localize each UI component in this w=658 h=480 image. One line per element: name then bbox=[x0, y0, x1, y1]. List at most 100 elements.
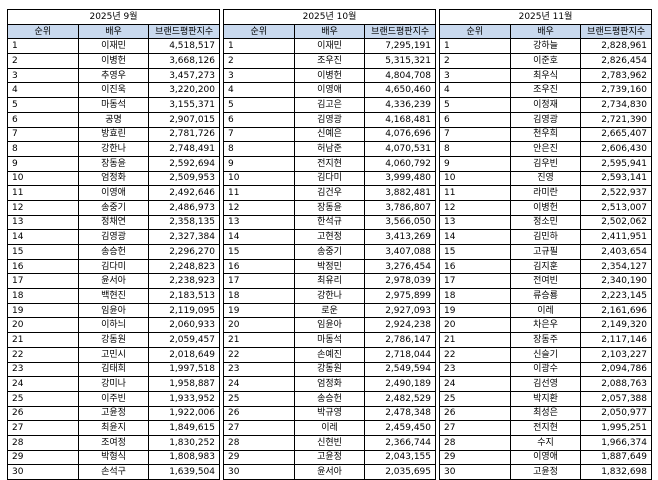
rank-cell: 10 bbox=[439, 170, 511, 187]
rank-cell: 22 bbox=[7, 346, 79, 363]
actor-name-cell: 조여정 bbox=[77, 434, 150, 451]
table-row: 13 정소민 2,502,062 bbox=[439, 214, 652, 231]
table-row: 10 엄정화 2,509,953 bbox=[7, 170, 220, 187]
actor-name-cell: 신현빈 bbox=[293, 434, 366, 451]
brand-index-cell: 1,997,518 bbox=[148, 361, 220, 378]
rank-cell: 13 bbox=[439, 214, 511, 231]
ranking-table-october: 2025년 10월 순위 배우 브랜드평판지수 1 이재민 7,295,191 2 조우진 5,3… bbox=[223, 9, 436, 480]
table-row: 19 로운 2,927,093 bbox=[223, 302, 436, 319]
brand-index-cell: 2,459,450 bbox=[364, 420, 436, 436]
actor-name-cell: 이정재 bbox=[509, 97, 582, 113]
table-row: 7 천우희 2,665,407 bbox=[439, 126, 652, 143]
actor-name-cell: 최유리 bbox=[293, 273, 366, 290]
actor-name-cell: 김태희 bbox=[77, 361, 150, 378]
actor-name-cell: 조우진 bbox=[509, 82, 582, 99]
rank-cell: 6 bbox=[7, 111, 79, 128]
rank-header: 순위 bbox=[7, 23, 79, 40]
actor-name-cell: 김민하 bbox=[509, 229, 582, 245]
rank-cell: 1 bbox=[223, 38, 295, 55]
rank-cell: 12 bbox=[223, 199, 295, 216]
rank-cell: 14 bbox=[7, 229, 79, 245]
table-row: 3 추영우 3,457,273 bbox=[7, 67, 220, 84]
rank-cell: 15 bbox=[439, 244, 511, 260]
brand-index-cell: 4,336,239 bbox=[364, 97, 436, 113]
actor-name-cell: 박정민 bbox=[293, 258, 366, 275]
actor-name-cell: 이병헌 bbox=[509, 199, 582, 216]
table-row: 28 수지 1,966,374 bbox=[439, 434, 652, 451]
rank-cell: 4 bbox=[7, 82, 79, 99]
rank-cell: 28 bbox=[223, 434, 295, 451]
table-row: 30 손석구 1,639,504 bbox=[7, 464, 220, 480]
brand-index-cell: 4,518,517 bbox=[148, 38, 220, 55]
rank-cell: 21 bbox=[223, 332, 295, 348]
table-row: 19 이레 2,161,696 bbox=[439, 302, 652, 319]
ranking-table-november: 2025년 11월 순위 배우 브랜드평판지수 1 강하늘 2,828,961 2 이준호 2,8… bbox=[439, 9, 652, 480]
actor-name-cell: 고윤정 bbox=[77, 405, 150, 422]
table-row: 1 이재민 4,518,517 bbox=[7, 38, 220, 55]
table-row: 17 전여빈 2,340,190 bbox=[439, 273, 652, 290]
brand-index-cell: 1,849,615 bbox=[148, 420, 220, 436]
table-row: 23 강동원 2,549,594 bbox=[223, 361, 436, 378]
brand-index-cell: 1,887,649 bbox=[580, 449, 652, 466]
table-row: 14 김영광 2,327,384 bbox=[7, 229, 220, 245]
brand-index-cell: 2,721,390 bbox=[580, 111, 652, 128]
brand-index-cell: 2,592,694 bbox=[148, 155, 220, 172]
actor-name-cell: 윤서아 bbox=[77, 273, 150, 290]
actor-name-cell: 수지 bbox=[509, 434, 582, 451]
actor-name-cell: 강동원 bbox=[293, 361, 366, 378]
actor-name-cell: 백현진 bbox=[77, 288, 150, 304]
rank-cell: 12 bbox=[439, 199, 511, 216]
table-row: 26 박규영 2,478,348 bbox=[223, 405, 436, 422]
table-row: 10 김다미 3,999,480 bbox=[223, 170, 436, 187]
brand-index-cell: 2,739,160 bbox=[580, 82, 652, 99]
rank-cell: 23 bbox=[7, 361, 79, 378]
rank-cell: 10 bbox=[7, 170, 79, 187]
rank-cell: 25 bbox=[7, 390, 79, 407]
brand-index-cell: 2,781,726 bbox=[148, 126, 220, 143]
rank-cell: 21 bbox=[439, 332, 511, 348]
actor-name-cell: 손석구 bbox=[77, 464, 150, 480]
rank-cell: 13 bbox=[7, 214, 79, 231]
table-row: 6 김영광 4,168,481 bbox=[223, 111, 436, 128]
brand-index-cell: 2,366,744 bbox=[364, 434, 436, 451]
table-row: 21 마동석 2,786,147 bbox=[223, 332, 436, 348]
rank-cell: 8 bbox=[439, 141, 511, 157]
brand-index-cell: 3,882,481 bbox=[364, 185, 436, 201]
brand-index-cell: 2,358,135 bbox=[148, 214, 220, 231]
actor-name-cell: 고윤정 bbox=[509, 464, 582, 480]
actor-header: 배우 bbox=[77, 23, 150, 40]
rank-cell: 10 bbox=[223, 170, 295, 187]
brand-index-cell: 2,509,953 bbox=[148, 170, 220, 187]
rank-cell: 30 bbox=[7, 464, 79, 480]
table-row: 15 고규필 2,403,654 bbox=[439, 244, 652, 260]
rank-cell: 17 bbox=[439, 273, 511, 290]
brand-index-cell: 2,593,141 bbox=[580, 170, 652, 187]
brand-index-cell: 4,168,481 bbox=[364, 111, 436, 128]
table-row: 3 최우식 2,783,962 bbox=[439, 67, 652, 84]
actor-name-cell: 김영광 bbox=[509, 111, 582, 128]
actor-name-cell: 정채연 bbox=[77, 214, 150, 231]
rank-cell: 4 bbox=[439, 82, 511, 99]
brand-index-cell: 2,490,189 bbox=[364, 376, 436, 392]
actor-name-cell: 이주빈 bbox=[77, 390, 150, 407]
table-row: 26 최성은 2,050,977 bbox=[439, 405, 652, 422]
actor-name-cell: 송승헌 bbox=[293, 390, 366, 407]
brand-index-cell: 2,748,491 bbox=[148, 141, 220, 157]
brand-index-cell: 2,502,062 bbox=[580, 214, 652, 231]
rank-cell: 23 bbox=[439, 361, 511, 378]
rank-header: 순위 bbox=[223, 23, 295, 40]
table-title: 2025년 9월 bbox=[7, 9, 220, 25]
actor-name-cell: 공명 bbox=[77, 111, 150, 128]
table-row: 16 박정민 3,276,454 bbox=[223, 258, 436, 275]
actor-name-cell: 박규영 bbox=[293, 405, 366, 422]
rank-cell: 3 bbox=[223, 67, 295, 84]
actor-name-cell: 강한나 bbox=[293, 288, 366, 304]
brand-index-cell: 2,103,227 bbox=[580, 346, 652, 363]
actor-name-cell: 이병헌 bbox=[293, 67, 366, 84]
table-row: 29 박형식 1,808,983 bbox=[7, 449, 220, 466]
actor-name-cell: 박지환 bbox=[509, 390, 582, 407]
rank-cell: 11 bbox=[7, 185, 79, 201]
rank-cell: 22 bbox=[439, 346, 511, 363]
brand-index-cell: 2,238,923 bbox=[148, 273, 220, 290]
table-row: 2 이병헌 3,668,126 bbox=[7, 53, 220, 69]
